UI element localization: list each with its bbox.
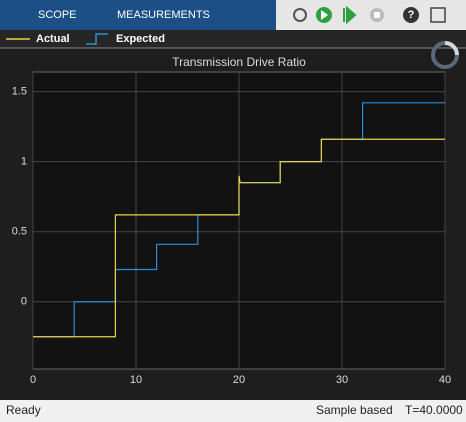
svg-text:?: ? — [408, 9, 415, 21]
y-tick-label: 1 — [21, 156, 27, 168]
y-tick-label: 1.5 — [12, 86, 27, 98]
tab[interactable]: SCOPE — [38, 9, 77, 21]
status-text: Ready — [6, 403, 41, 417]
legend-label: Expected — [116, 33, 165, 45]
y-tick-label: 0 — [21, 296, 27, 308]
icons[interactable]: ? — [293, 5, 446, 25]
x-tick-label: 10 — [130, 374, 142, 386]
chart-title: Transmission Drive Ratio — [172, 55, 306, 69]
y-tick-label: 0.5 — [12, 226, 27, 238]
legend-label: Actual — [36, 33, 70, 45]
x-tick-label: 30 — [336, 374, 348, 386]
x-tick-label: 40 — [439, 374, 451, 386]
x-tick-label: 0 — [30, 374, 36, 386]
status-mode: Sample based — [316, 403, 393, 417]
x-tick-label: 20 — [233, 374, 245, 386]
busy-indicator — [431, 41, 459, 69]
status-time: T=40.0000 — [405, 403, 463, 417]
tab[interactable]: MEASUREMENTS — [117, 9, 210, 21]
legend-swatch — [86, 33, 108, 45]
status-bar — [0, 400, 466, 422]
data-line — [33, 138, 445, 338]
legend-bar — [0, 30, 466, 48]
